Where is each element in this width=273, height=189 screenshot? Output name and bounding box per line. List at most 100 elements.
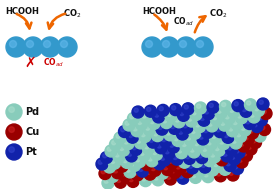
Circle shape	[201, 142, 206, 146]
Text: HCOOH: HCOOH	[5, 7, 39, 16]
Circle shape	[230, 152, 234, 157]
Circle shape	[156, 160, 160, 164]
Circle shape	[206, 164, 218, 176]
Circle shape	[124, 166, 136, 178]
Circle shape	[253, 123, 257, 127]
Circle shape	[198, 151, 202, 155]
Circle shape	[150, 146, 162, 158]
Circle shape	[206, 135, 210, 139]
Circle shape	[233, 125, 245, 137]
Circle shape	[152, 148, 156, 152]
Circle shape	[144, 139, 148, 143]
Circle shape	[212, 160, 224, 172]
Circle shape	[147, 136, 159, 148]
Circle shape	[195, 123, 200, 127]
Circle shape	[209, 103, 213, 108]
Circle shape	[146, 126, 150, 130]
Circle shape	[136, 165, 149, 177]
Circle shape	[247, 127, 259, 139]
Circle shape	[197, 130, 209, 142]
Circle shape	[258, 116, 262, 120]
Circle shape	[121, 172, 125, 176]
Circle shape	[212, 139, 224, 151]
Circle shape	[111, 164, 123, 176]
Circle shape	[123, 156, 127, 160]
Circle shape	[6, 104, 22, 120]
Circle shape	[114, 132, 126, 144]
Circle shape	[210, 111, 222, 123]
Circle shape	[147, 133, 159, 145]
Circle shape	[224, 133, 228, 138]
Circle shape	[162, 40, 170, 47]
Circle shape	[192, 139, 204, 151]
Circle shape	[167, 136, 179, 148]
Text: ✗: ✗	[24, 56, 36, 70]
Circle shape	[238, 119, 250, 131]
Circle shape	[122, 153, 126, 157]
Circle shape	[136, 158, 140, 162]
Circle shape	[194, 121, 206, 133]
Circle shape	[158, 125, 162, 129]
Circle shape	[164, 129, 176, 141]
Circle shape	[153, 126, 157, 130]
Circle shape	[136, 134, 140, 138]
Circle shape	[118, 162, 122, 167]
Circle shape	[159, 154, 171, 166]
Circle shape	[150, 117, 154, 121]
Circle shape	[216, 172, 221, 176]
Circle shape	[145, 145, 149, 149]
Circle shape	[176, 165, 180, 169]
Circle shape	[189, 171, 201, 183]
Circle shape	[203, 147, 207, 151]
Circle shape	[209, 166, 213, 170]
Circle shape	[253, 120, 257, 124]
Circle shape	[180, 40, 186, 47]
Text: Pt: Pt	[25, 147, 37, 157]
Circle shape	[110, 157, 114, 161]
Circle shape	[180, 138, 191, 149]
Circle shape	[194, 136, 198, 140]
Circle shape	[216, 125, 220, 129]
Circle shape	[217, 135, 229, 147]
Circle shape	[43, 40, 51, 47]
Circle shape	[161, 161, 173, 173]
Circle shape	[153, 155, 165, 167]
Circle shape	[183, 124, 187, 128]
Circle shape	[247, 101, 251, 105]
Circle shape	[163, 163, 167, 167]
Circle shape	[123, 159, 127, 163]
Circle shape	[162, 142, 174, 154]
Circle shape	[199, 135, 203, 139]
Circle shape	[113, 151, 125, 163]
Circle shape	[129, 133, 133, 138]
Circle shape	[173, 116, 185, 128]
Circle shape	[205, 154, 209, 158]
Circle shape	[158, 122, 162, 127]
Circle shape	[212, 142, 224, 154]
Circle shape	[209, 132, 221, 144]
Circle shape	[241, 149, 253, 161]
Circle shape	[206, 120, 218, 132]
Circle shape	[228, 124, 232, 128]
Circle shape	[242, 131, 254, 143]
Circle shape	[186, 130, 190, 135]
Circle shape	[141, 159, 153, 171]
Circle shape	[156, 139, 160, 143]
Circle shape	[40, 37, 60, 57]
Circle shape	[218, 153, 222, 157]
Circle shape	[255, 107, 259, 111]
Circle shape	[177, 109, 189, 121]
Circle shape	[186, 154, 190, 159]
Circle shape	[189, 127, 201, 139]
Circle shape	[144, 124, 156, 136]
Circle shape	[228, 122, 232, 126]
Circle shape	[230, 116, 242, 128]
Circle shape	[165, 154, 177, 166]
Circle shape	[237, 111, 241, 115]
Circle shape	[105, 145, 117, 157]
Circle shape	[256, 132, 260, 136]
Circle shape	[214, 126, 226, 138]
Text: CO$_2$: CO$_2$	[63, 7, 81, 19]
Circle shape	[225, 143, 238, 156]
Circle shape	[223, 128, 227, 132]
